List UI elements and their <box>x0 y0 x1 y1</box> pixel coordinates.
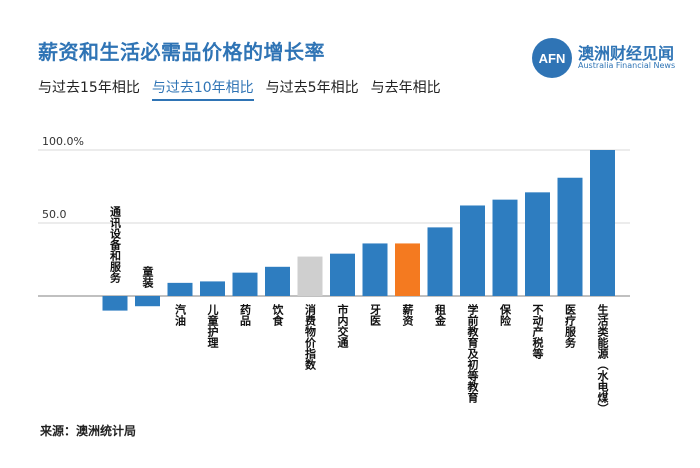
bar <box>265 266 290 296</box>
source-note: 来源：澳洲统计局 <box>40 424 137 438</box>
tab-15-years[interactable]: 与过去15年相比 <box>38 80 140 96</box>
brand-subtitle: Australia Financial News <box>578 61 676 71</box>
brand-logo: AFN 澳洲财经见闻 Australia Financial News <box>532 38 684 78</box>
category-label: 不动产税等 <box>531 304 545 360</box>
bar <box>297 256 323 296</box>
category-label: 饮食 <box>271 303 285 327</box>
bar <box>362 243 388 296</box>
bar <box>460 205 485 296</box>
bar <box>590 150 615 296</box>
category-label: 生活类能源（水电煤） <box>596 303 610 414</box>
bar <box>427 227 453 296</box>
category-label: 儿童护理 <box>206 304 220 348</box>
bar <box>557 177 583 296</box>
bar <box>395 243 420 296</box>
bar <box>135 296 160 307</box>
category-label: 租金 <box>434 304 448 326</box>
bar <box>167 282 193 296</box>
tab-10-years[interactable]: 与过去10年相比 <box>151 77 254 101</box>
y-tick-label: 100.0% <box>42 135 84 148</box>
brand-name: 澳洲财经见闻 <box>578 43 675 63</box>
chart-title: 薪资和生活必需品价格的增长率 <box>38 40 325 64</box>
category-label: 通讯设备和服务 <box>109 206 123 284</box>
category-label: 药品 <box>239 303 252 327</box>
category-label: 牙医 <box>369 304 382 327</box>
tab-last-year[interactable]: 与去年相比 <box>370 80 441 96</box>
comparison-tabs: 与过去15年相比 与过去10年相比 与过去5年相比 与去年相比 <box>38 77 441 101</box>
category-label: 汽油 <box>174 303 187 327</box>
bar <box>492 199 518 296</box>
category-label: 医疗服务 <box>564 304 577 349</box>
category-label: 薪资 <box>401 303 414 327</box>
afn-logo-icon: AFN <box>532 38 572 78</box>
bar <box>232 272 258 296</box>
bar <box>330 253 355 296</box>
category-label: 消费物价指数 <box>304 303 317 371</box>
category-label: 保险 <box>499 303 513 327</box>
y-tick-label: 50.0 <box>42 208 67 221</box>
category-label: 学前教育及初等教育 <box>466 303 480 404</box>
bar <box>102 296 128 311</box>
bar <box>200 281 225 296</box>
category-label: 童装 <box>141 265 155 289</box>
svg-text:AFN: AFN <box>539 51 566 66</box>
category-label: 市内交通 <box>336 303 349 349</box>
tab-5-years[interactable]: 与过去5年相比 <box>265 80 359 96</box>
bar <box>525 192 550 296</box>
